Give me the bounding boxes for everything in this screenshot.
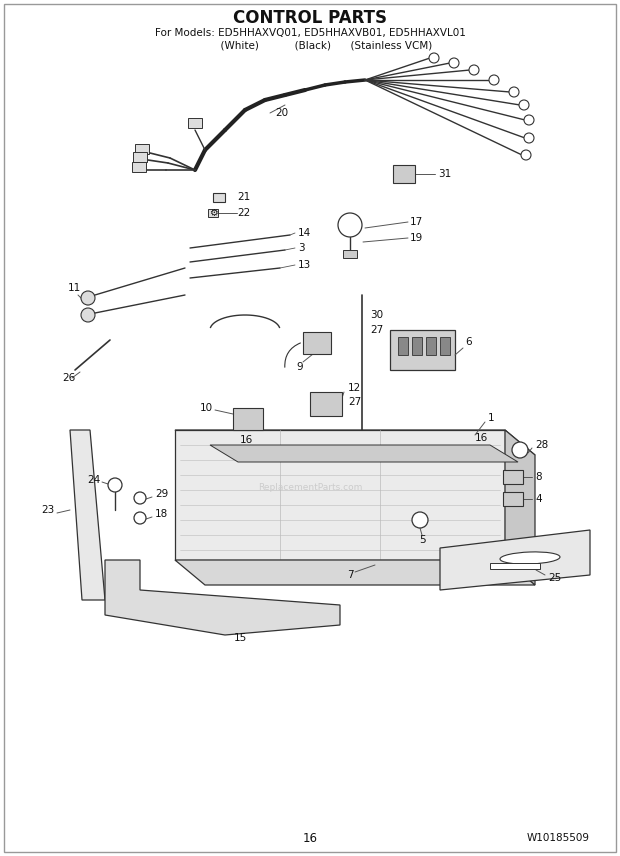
Circle shape bbox=[134, 492, 146, 504]
Polygon shape bbox=[175, 430, 505, 560]
Text: 6: 6 bbox=[465, 337, 472, 347]
Circle shape bbox=[469, 65, 479, 75]
Text: (White)           (Black)      (Stainless VCM): (White) (Black) (Stainless VCM) bbox=[188, 40, 432, 50]
Text: ReplacementParts.com: ReplacementParts.com bbox=[258, 483, 362, 491]
Bar bbox=[412, 337, 422, 355]
Text: 16: 16 bbox=[303, 831, 317, 845]
Circle shape bbox=[519, 100, 529, 110]
Text: 16: 16 bbox=[475, 433, 489, 443]
Text: 18: 18 bbox=[155, 509, 168, 519]
Bar bbox=[426, 337, 436, 355]
Bar bbox=[503, 492, 523, 506]
Circle shape bbox=[429, 53, 439, 63]
Text: 20: 20 bbox=[275, 108, 288, 118]
Text: 7: 7 bbox=[347, 570, 353, 580]
Text: W10185509: W10185509 bbox=[527, 833, 590, 843]
Circle shape bbox=[521, 150, 531, 160]
Circle shape bbox=[509, 87, 519, 97]
Polygon shape bbox=[175, 560, 535, 585]
Text: 28: 28 bbox=[535, 440, 548, 450]
Text: 1: 1 bbox=[488, 413, 495, 423]
Circle shape bbox=[412, 512, 428, 528]
Circle shape bbox=[338, 213, 362, 237]
Polygon shape bbox=[70, 430, 105, 600]
Bar bbox=[303, 332, 331, 354]
Circle shape bbox=[81, 308, 95, 322]
Polygon shape bbox=[105, 560, 340, 635]
Text: 4: 4 bbox=[535, 494, 542, 504]
Bar bbox=[490, 563, 540, 569]
Text: CONTROL PARTS: CONTROL PARTS bbox=[233, 9, 387, 27]
Polygon shape bbox=[440, 530, 590, 590]
Bar bbox=[440, 337, 450, 355]
Text: 14: 14 bbox=[298, 228, 311, 238]
Text: 22: 22 bbox=[237, 208, 250, 218]
Text: 10: 10 bbox=[200, 403, 213, 413]
Bar bbox=[132, 162, 146, 172]
Text: 13: 13 bbox=[298, 260, 311, 270]
Bar bbox=[133, 152, 147, 162]
Text: 5: 5 bbox=[420, 535, 427, 545]
Text: 26: 26 bbox=[62, 373, 75, 383]
Bar bbox=[208, 209, 218, 217]
Text: 30: 30 bbox=[370, 310, 383, 320]
Text: 16: 16 bbox=[240, 435, 253, 445]
Text: 27: 27 bbox=[348, 397, 361, 407]
Circle shape bbox=[489, 75, 499, 85]
Text: 23: 23 bbox=[42, 505, 55, 515]
Bar bbox=[213, 193, 225, 202]
Bar bbox=[233, 408, 263, 430]
Text: 9: 9 bbox=[296, 362, 303, 372]
Circle shape bbox=[512, 442, 528, 458]
Text: 19: 19 bbox=[410, 233, 423, 243]
Circle shape bbox=[524, 115, 534, 125]
Bar bbox=[503, 470, 523, 484]
Bar bbox=[343, 250, 357, 258]
Bar bbox=[393, 165, 415, 183]
Circle shape bbox=[81, 291, 95, 305]
Bar bbox=[135, 144, 149, 154]
Text: 11: 11 bbox=[68, 283, 81, 293]
Text: 27: 27 bbox=[370, 325, 383, 335]
Text: 15: 15 bbox=[233, 633, 247, 643]
Bar bbox=[398, 337, 408, 355]
Text: 31: 31 bbox=[438, 169, 451, 179]
Text: 3: 3 bbox=[298, 243, 304, 253]
Text: 24: 24 bbox=[87, 475, 100, 485]
Circle shape bbox=[524, 133, 534, 143]
Circle shape bbox=[134, 512, 146, 524]
Text: 17: 17 bbox=[410, 217, 423, 227]
Text: 12: 12 bbox=[348, 383, 361, 393]
Text: For Models: ED5HHAXVQ01, ED5HHAXVB01, ED5HHAXVL01: For Models: ED5HHAXVQ01, ED5HHAXVB01, ED… bbox=[154, 28, 466, 38]
Polygon shape bbox=[175, 430, 535, 455]
Polygon shape bbox=[505, 430, 535, 585]
Text: 8: 8 bbox=[535, 472, 542, 482]
Text: 21: 21 bbox=[237, 192, 250, 202]
Text: 29: 29 bbox=[155, 489, 168, 499]
Polygon shape bbox=[390, 330, 455, 370]
Bar bbox=[188, 118, 202, 128]
Circle shape bbox=[449, 58, 459, 68]
Text: 25: 25 bbox=[548, 573, 561, 583]
Text: ⚙: ⚙ bbox=[208, 208, 218, 218]
Circle shape bbox=[108, 478, 122, 492]
Polygon shape bbox=[210, 445, 518, 462]
Ellipse shape bbox=[500, 552, 560, 564]
Bar bbox=[310, 392, 342, 416]
